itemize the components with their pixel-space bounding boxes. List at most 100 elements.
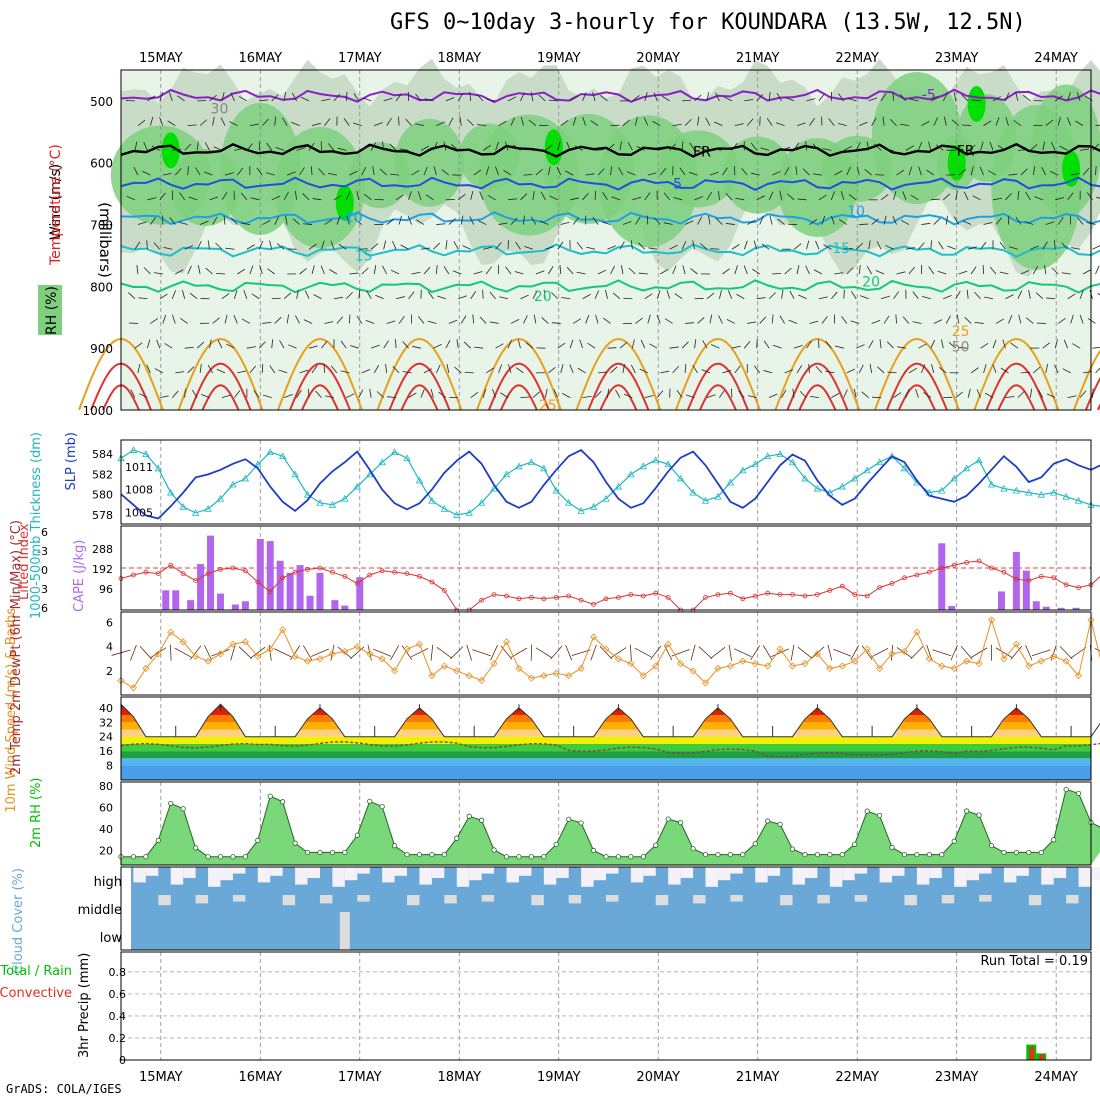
wind-barb — [1026, 317, 1034, 324]
wind-barb — [420, 247, 430, 250]
xtick-top-24MAY: 24MAY — [1034, 51, 1078, 66]
lifted-point — [951, 562, 957, 568]
wind-barb — [337, 147, 347, 151]
wind-barb — [371, 344, 380, 349]
ytick-temp2m: 24 — [99, 731, 113, 744]
wind-barb — [931, 364, 935, 374]
wind-barb — [768, 91, 771, 101]
wind-barb — [627, 142, 633, 151]
wind-barb — [274, 116, 277, 126]
wind-barb — [592, 217, 599, 225]
wind10m-barb — [401, 645, 413, 660]
lifted-point — [267, 589, 273, 595]
contour-label-15: 15 — [832, 241, 850, 257]
wind-barb — [392, 240, 397, 250]
wind-barb — [756, 195, 765, 201]
wind-barb — [416, 219, 425, 225]
lifted-point — [516, 596, 522, 602]
wind10m-point — [1062, 657, 1070, 665]
wind-barb — [495, 343, 504, 349]
wind-barb — [343, 118, 350, 126]
wind-barb — [922, 296, 931, 300]
wind-barb — [425, 194, 434, 201]
ytick-pressure: 900 — [90, 342, 113, 356]
wind-barb — [243, 290, 248, 299]
wind-barb — [250, 197, 260, 201]
thickness-point — [987, 480, 996, 488]
wind-barb — [884, 149, 894, 151]
wind10m-barb — [671, 648, 690, 657]
panel-frame-upper-air — [120, 69, 1092, 411]
wind-barb — [1038, 389, 1044, 398]
wind-barb — [750, 142, 758, 151]
wind-barb — [1079, 290, 1084, 299]
wind-barb — [469, 91, 472, 101]
wind-barb — [841, 315, 848, 324]
wind-barb — [436, 223, 446, 225]
wind-barb — [159, 92, 164, 102]
cape-bar — [256, 538, 264, 610]
wind-barb — [638, 272, 648, 275]
wind-barb — [356, 315, 363, 324]
wind-barb — [504, 141, 509, 151]
wind-barb — [402, 371, 412, 374]
lifted-point — [839, 583, 845, 589]
wind-barb — [970, 266, 977, 275]
lifted-point — [752, 593, 758, 599]
wind-barb — [1051, 267, 1059, 275]
cape-bar — [997, 591, 1005, 610]
rh2m-point — [715, 851, 721, 858]
wind-barb — [809, 320, 819, 324]
wind-barb — [951, 119, 959, 126]
thickness-point — [540, 464, 548, 472]
wind-barb — [137, 221, 147, 225]
wind-barb — [866, 266, 873, 275]
cloud-gap-high — [183, 867, 196, 878]
wind10m-barb — [890, 644, 894, 661]
lifted-point — [653, 590, 659, 596]
thickness-point — [527, 458, 536, 466]
wind-barb — [159, 117, 164, 126]
wind-barb — [1057, 317, 1066, 324]
wind-barb — [463, 341, 471, 349]
ytick-precip: 0.8 — [109, 966, 127, 979]
wind10m-point — [1037, 657, 1045, 665]
wind-barb — [324, 219, 333, 225]
wind-barb — [330, 365, 338, 374]
wind-barb — [224, 172, 234, 176]
wind-barb — [930, 96, 940, 102]
wind-barb — [169, 92, 173, 102]
wind-barb — [828, 118, 835, 126]
wind-barb — [743, 240, 748, 250]
wind-barb — [620, 265, 624, 275]
rh-saturated-area — [544, 129, 563, 166]
cloud-gap-middle — [158, 895, 171, 906]
wind10m-point — [602, 645, 610, 653]
wind-barb — [582, 116, 587, 126]
wind-barb — [772, 171, 781, 176]
cloud-gap-middle — [854, 895, 868, 902]
wind-barb — [302, 193, 310, 201]
wind-barb — [315, 390, 322, 398]
wind-barb — [240, 192, 248, 201]
thickness-point — [1062, 492, 1070, 500]
rh2m-point — [193, 845, 199, 851]
wind10m-point — [328, 650, 336, 658]
wind-barb — [843, 247, 853, 250]
wind10m-point — [291, 652, 299, 660]
wind-barb — [694, 94, 702, 102]
wind-barb — [1061, 242, 1068, 250]
wind-barb — [486, 98, 496, 102]
wind10m-point — [838, 662, 846, 670]
wind-barb — [1061, 272, 1071, 275]
thickness-point — [440, 505, 449, 512]
wind-barb — [882, 116, 885, 126]
rh2m-point — [678, 819, 684, 826]
wind-barb — [1015, 92, 1019, 102]
lifted-point — [131, 572, 136, 578]
wind-barb — [390, 269, 400, 275]
wind-barb — [333, 296, 343, 300]
wind-barb — [787, 193, 795, 201]
wind-barb — [361, 369, 371, 374]
wind-barb — [187, 366, 195, 374]
